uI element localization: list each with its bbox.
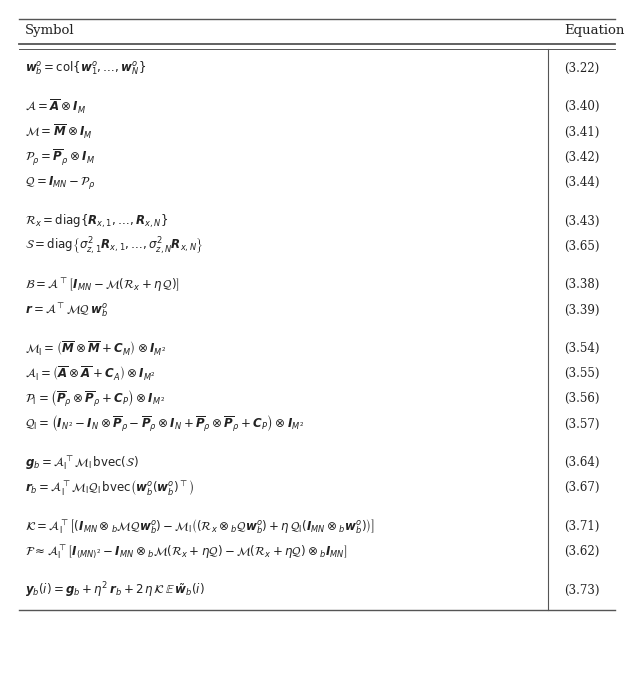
Text: $\boldsymbol{\mathcal{M}}_{\mathrm{I}} = \left(\overline{\boldsymbol{M}} \otimes: $\boldsymbol{\mathcal{M}}_{\mathrm{I}} =…: [25, 340, 167, 358]
Text: (3.67): (3.67): [564, 481, 600, 494]
Text: Symbol: Symbol: [25, 24, 75, 37]
Text: $\boldsymbol{\mathcal{S}} = \mathrm{diag}\left\{\sigma_{z,1}^2\boldsymbol{R}_{x,: $\boldsymbol{\mathcal{S}} = \mathrm{diag…: [25, 236, 204, 257]
Text: (3.56): (3.56): [564, 392, 600, 405]
Text: (3.43): (3.43): [564, 215, 600, 227]
Text: $\boldsymbol{\mathcal{R}}_x = \mathrm{diag}\left\{\boldsymbol{R}_{x,1},\ldots,\b: $\boldsymbol{\mathcal{R}}_x = \mathrm{di…: [25, 213, 169, 230]
Text: $\boldsymbol{\mathcal{B}} = \boldsymbol{\mathcal{A}}^\top\left[\boldsymbol{I}_{M: $\boldsymbol{\mathcal{B}} = \boldsymbol{…: [25, 276, 181, 294]
Text: (3.42): (3.42): [564, 151, 600, 164]
Text: Equation: Equation: [564, 24, 624, 37]
Text: $\boldsymbol{\mathcal{F}} \approx \boldsymbol{\mathcal{A}}_{\mathrm{I}}^\top\lef: $\boldsymbol{\mathcal{F}} \approx \bolds…: [25, 543, 348, 561]
Text: (3.73): (3.73): [564, 584, 600, 597]
Text: (3.44): (3.44): [564, 176, 600, 189]
Text: $\boldsymbol{r}_b = \boldsymbol{\mathcal{A}}_{\mathrm{I}}^\top \boldsymbol{\math: $\boldsymbol{r}_b = \boldsymbol{\mathcal…: [25, 479, 195, 497]
Text: (3.57): (3.57): [564, 418, 600, 430]
Text: (3.22): (3.22): [564, 62, 600, 75]
Text: $\boldsymbol{\mathcal{A}}_{\mathrm{I}} = \left(\overline{\boldsymbol{A}} \otimes: $\boldsymbol{\mathcal{A}}_{\mathrm{I}} =…: [25, 365, 157, 383]
Text: (3.40): (3.40): [564, 100, 600, 113]
Text: $\boldsymbol{\mathcal{A}} = \overline{\boldsymbol{A}} \otimes \boldsymbol{I}_M$: $\boldsymbol{\mathcal{A}} = \overline{\b…: [25, 98, 87, 116]
Text: (3.62): (3.62): [564, 545, 600, 558]
Text: $\boldsymbol{\mathcal{P}}_\rho = \overline{\boldsymbol{P}}_\rho \otimes \boldsym: $\boldsymbol{\mathcal{P}}_\rho = \overli…: [25, 147, 96, 167]
Text: $\boldsymbol{\mathcal{M}} = \overline{\boldsymbol{M}} \otimes \boldsymbol{I}_M$: $\boldsymbol{\mathcal{M}} = \overline{\b…: [25, 123, 93, 141]
Text: $\boldsymbol{\mathcal{P}}_{\mathrm{I}} = \left(\overline{\boldsymbol{P}}_\rho \o: $\boldsymbol{\mathcal{P}}_{\mathrm{I}} =…: [25, 388, 165, 409]
Text: $\boldsymbol{y}_b(i) = \boldsymbol{g}_b + \eta^2\,\boldsymbol{r}_b + 2\,\eta\,\b: $\boldsymbol{y}_b(i) = \boldsymbol{g}_b …: [25, 581, 205, 600]
Text: $\boldsymbol{r} = \boldsymbol{\mathcal{A}}^\top \boldsymbol{\mathcal{M}} \boldsy: $\boldsymbol{r} = \boldsymbol{\mathcal{A…: [25, 301, 108, 319]
Text: (3.65): (3.65): [564, 240, 600, 253]
Text: (3.41): (3.41): [564, 126, 600, 139]
Text: (3.64): (3.64): [564, 456, 600, 469]
Text: $\boldsymbol{\mathcal{Q}} = \boldsymbol{I}_{MN} - \boldsymbol{\mathcal{P}}_\rho$: $\boldsymbol{\mathcal{Q}} = \boldsymbol{…: [25, 174, 96, 191]
Text: $\boldsymbol{w}_b^o = \mathrm{col}\left\{\boldsymbol{w}_1^o,\ldots,\boldsymbol{w: $\boldsymbol{w}_b^o = \mathrm{col}\left\…: [25, 60, 146, 77]
Text: $\boldsymbol{g}_b = \boldsymbol{\mathcal{A}}_{\mathrm{I}}^\top \boldsymbol{\math: $\boldsymbol{g}_b = \boldsymbol{\mathcal…: [25, 454, 139, 472]
Text: (3.54): (3.54): [564, 342, 600, 355]
Text: (3.55): (3.55): [564, 367, 600, 380]
Text: $\boldsymbol{\mathcal{K}} = \boldsymbol{\mathcal{A}}_{\mathrm{I}}^\top\left[(\bo: $\boldsymbol{\mathcal{K}} = \boldsymbol{…: [25, 517, 375, 536]
Text: $\boldsymbol{\mathcal{Q}}_{\mathrm{I}} = \left(\boldsymbol{I}_{N^2} - \boldsymbo: $\boldsymbol{\mathcal{Q}}_{\mathrm{I}} =…: [25, 414, 304, 435]
Text: (3.39): (3.39): [564, 304, 600, 316]
Text: (3.71): (3.71): [564, 520, 600, 533]
Text: (3.38): (3.38): [564, 278, 600, 291]
